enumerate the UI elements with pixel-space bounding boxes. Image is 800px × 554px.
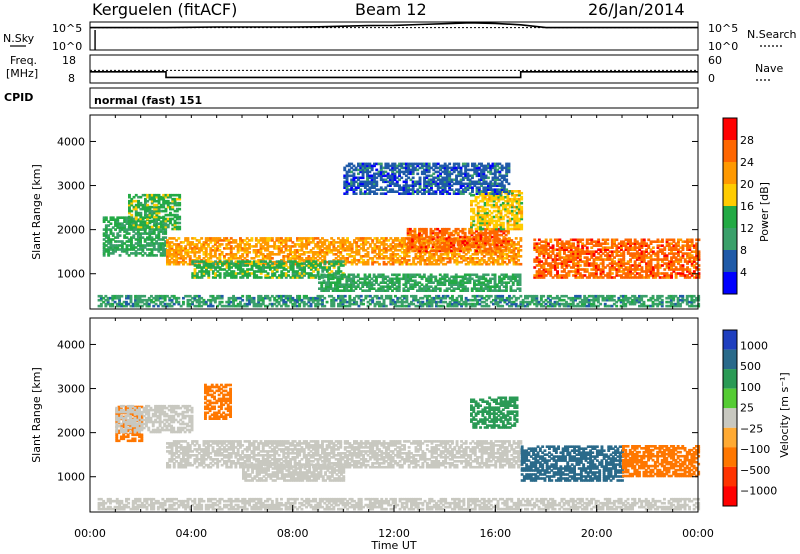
velocity-colorbar-seg-3: [723, 388, 737, 409]
velocity-colorbar-tick-4: −25: [740, 422, 763, 435]
velocity-ytick-3: 4000: [57, 338, 85, 351]
freq-right-tick-top: 60: [708, 54, 722, 67]
noise-right-tick-bottom: 10^0: [708, 40, 738, 53]
velocity-region-2: [166, 440, 523, 469]
velocity-colorbar-seg-1: [723, 349, 737, 370]
power-ytick-1: 2000: [57, 224, 85, 237]
power-ytick-0: 1000: [57, 268, 85, 281]
power-colorbar-seg-5: [723, 162, 737, 184]
power-region-2: [128, 193, 182, 231]
power-colorbar-seg-0: [723, 272, 737, 294]
velocity-colorbar-seg-6: [723, 447, 737, 467]
freq-right-tick-bottom: 0: [708, 72, 715, 85]
frequency-panel: Freq. [MHz] 18 8 60 0 Nave: [6, 54, 783, 85]
noise-left-tick-bottom: 10^0: [52, 40, 82, 53]
power-colorbar-seg-4: [723, 184, 737, 206]
velocity-colorbar-tick-1: 500: [740, 360, 761, 373]
time-tick-4: 16:00: [479, 527, 511, 540]
time-tick-5: 20:00: [581, 527, 613, 540]
velocity-colorbar-seg-7: [723, 466, 737, 487]
velocity-region-8: [622, 445, 701, 478]
velocity-region-7: [520, 445, 624, 482]
power-colorbar-seg-7: [723, 118, 737, 140]
power-ylabel: Slant Range [km]: [30, 164, 43, 260]
velocity-ytick-1: 2000: [57, 427, 85, 440]
power-colorbar-seg-1: [723, 250, 737, 272]
power-region-7: [533, 238, 701, 279]
nsearch-label: N.Search: [747, 28, 797, 41]
velocity-ytick-0: 1000: [57, 471, 85, 484]
velocity-colorbar-seg-5: [723, 427, 737, 448]
velocity-colorbar-seg-0: [723, 330, 737, 350]
freq-left-tick-bottom: 8: [68, 72, 75, 85]
time-tick-0: 00:00: [74, 527, 106, 540]
velocity-colorbar-label: Velocity [m s⁻¹]: [778, 372, 791, 457]
velocity-colorbar-tick-0: 1000: [740, 340, 768, 353]
time-tick-6: 00:00: [682, 527, 714, 540]
velocity-colorbar-seg-8: [723, 486, 737, 506]
velocity-ylabel: Slant Range [km]: [30, 367, 43, 463]
power-region-0: [97, 294, 701, 308]
freq-left-tick-top: 18: [62, 54, 76, 67]
power-colorbar-tick-3: 16: [740, 200, 754, 213]
time-axis-label: Time UT: [370, 539, 416, 552]
power-colorbar-tick-2: 12: [740, 222, 754, 235]
velocity-region-5: [242, 463, 346, 482]
velocity-colorbar-seg-4: [723, 408, 737, 428]
velocity-ytick-2: 3000: [57, 383, 85, 396]
power-colorbar-tick-6: 28: [740, 134, 754, 147]
noise-panel: N.Sky 10^5 10^0 10^5 10^0 N.Search: [3, 21, 797, 53]
power-colorbar-seg-6: [723, 140, 737, 162]
time-tick-2: 08:00: [277, 527, 309, 540]
power-colorbar-tick-5: 24: [740, 156, 754, 169]
nave-label: Nave: [755, 62, 783, 75]
velocity-colorbar-tick-7: −1000: [740, 484, 777, 497]
freq-series-0: [90, 71, 698, 79]
date-title: 26/Jan/2014: [588, 0, 685, 19]
power-colorbar-label: Power [dB]: [758, 182, 771, 242]
power-colorbar-tick-1: 8: [740, 244, 747, 257]
power-region-6: [470, 190, 524, 231]
nsky-label: N.Sky: [3, 32, 35, 45]
power-colorbar-tick-0: 4: [740, 266, 747, 279]
power-ytick-3: 4000: [57, 135, 85, 148]
power-ytick-2: 3000: [57, 180, 85, 193]
freq-label-line2: [MHz]: [6, 67, 38, 80]
velocity-colorbar-tick-5: −100: [740, 443, 770, 456]
velocity-region-3: [115, 404, 194, 434]
power-panel: 1000 2000 3000 4000 Slant Range [km] 4 8 12 16…: [30, 114, 771, 310]
velocity-colorbar-tick-3: 25: [740, 402, 754, 415]
cpid-panel: CPID normal (fast) 151: [4, 87, 699, 109]
station-title: Kerguelen (fitACF): [92, 0, 237, 19]
velocity-region-0: [97, 497, 701, 511]
velocity-region-6: [470, 396, 519, 429]
velocity-colorbar-tick-2: 100: [740, 381, 761, 394]
noise-series-0: [90, 21, 698, 29]
time-tick-1: 04:00: [175, 527, 207, 540]
power-colorbar-seg-2: [723, 228, 737, 250]
power-region-8: [318, 273, 522, 292]
velocity-region-4: [204, 383, 232, 420]
noise-right-tick-top: 10^5: [708, 22, 738, 35]
power-region-9: [343, 162, 511, 195]
noise-left-tick-top: 10^5: [52, 22, 82, 35]
power-colorbar-seg-3: [723, 206, 737, 228]
velocity-colorbar-tick-6: −500: [740, 464, 770, 477]
power-region-5: [406, 227, 510, 253]
cpid-label: CPID: [4, 91, 33, 104]
velocity-colorbar-seg-2: [723, 369, 737, 389]
velocity-panel: 1000 2000 3000 4000 Slant Range [km] 1000 50…: [30, 317, 791, 552]
freq-label-line1: Freq.: [10, 54, 37, 67]
cpid-value: normal (fast) 151: [94, 94, 202, 107]
beam-title: Beam 12: [355, 0, 427, 19]
power-colorbar-tick-4: 20: [740, 178, 754, 191]
time-tick-3: 12:00: [378, 527, 410, 540]
